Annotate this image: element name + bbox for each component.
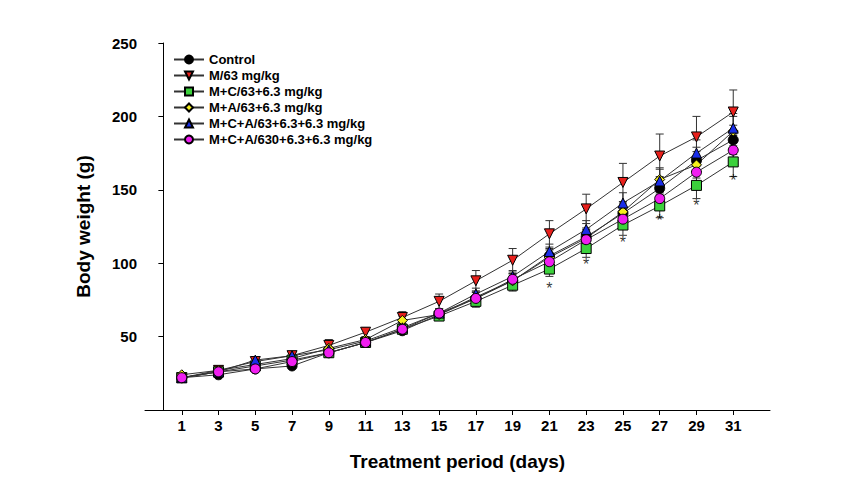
svg-text:Body weight (g): Body weight (g) (73, 155, 94, 297)
svg-text:M+C+A/63+6.3+6.3 mg/kg: M+C+A/63+6.3+6.3 mg/kg (209, 116, 365, 131)
svg-text:21: 21 (541, 417, 558, 434)
svg-text:50: 50 (120, 328, 137, 345)
svg-text:200: 200 (112, 108, 137, 125)
svg-text:3: 3 (214, 417, 222, 434)
svg-text:*: * (657, 212, 663, 229)
svg-text:11: 11 (358, 417, 374, 434)
svg-text:19: 19 (504, 417, 521, 434)
svg-text:M+A/63+6.3 mg/kg: M+A/63+6.3 mg/kg (209, 100, 322, 115)
svg-text:*: * (693, 197, 699, 214)
svg-text:250: 250 (112, 35, 137, 52)
svg-text:7: 7 (288, 417, 296, 434)
svg-text:M+C+A/630+6.3+6.3 mg/kg: M+C+A/630+6.3+6.3 mg/kg (209, 132, 372, 147)
svg-text:150: 150 (112, 181, 137, 198)
svg-text:13: 13 (394, 417, 411, 434)
svg-text:100: 100 (112, 255, 137, 272)
svg-text:9: 9 (325, 417, 333, 434)
svg-text:Control: Control (209, 52, 255, 67)
svg-text:*: * (583, 256, 589, 273)
svg-text:17: 17 (468, 417, 485, 434)
svg-text:25: 25 (615, 417, 632, 434)
svg-text:29: 29 (688, 417, 705, 434)
svg-text:*: * (620, 234, 626, 251)
svg-text:M/63 mg/kg: M/63 mg/kg (209, 68, 280, 83)
svg-text:*: * (546, 280, 552, 297)
svg-text:*: * (730, 172, 736, 189)
svg-text:15: 15 (431, 417, 448, 434)
svg-text:23: 23 (578, 417, 595, 434)
svg-text:Treatment period (days): Treatment period (days) (350, 451, 565, 472)
svg-text:M+C/63+6.3 mg/kg: M+C/63+6.3 mg/kg (209, 84, 322, 99)
svg-text:27: 27 (651, 417, 668, 434)
svg-text:5: 5 (251, 417, 259, 434)
svg-text:1: 1 (178, 417, 186, 434)
svg-text:31: 31 (725, 417, 742, 434)
